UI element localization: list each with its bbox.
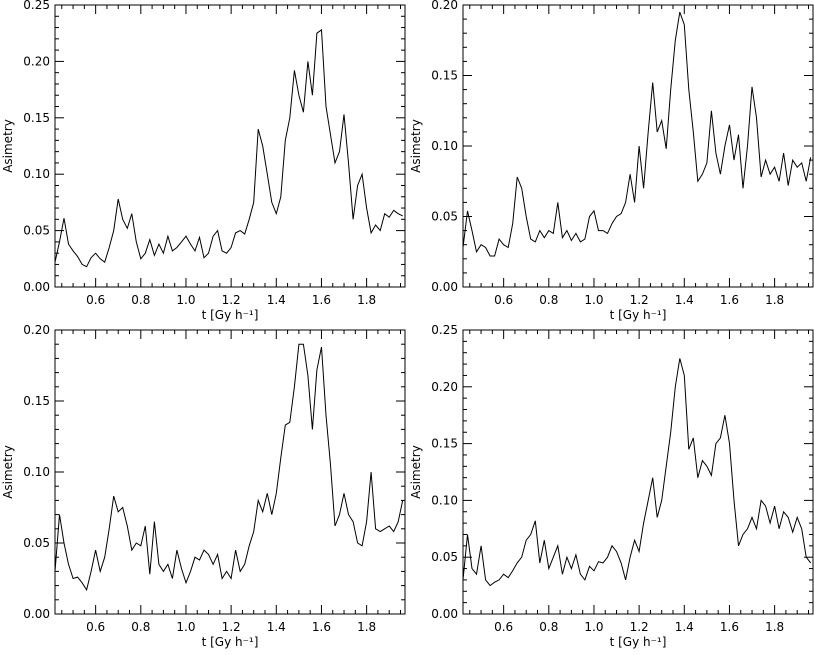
y-tick-label: 0.00 [431, 280, 458, 294]
x-tick-label: 1.4 [267, 620, 286, 634]
x-tick-label: 0.8 [539, 620, 558, 634]
x-tick-label: 0.8 [131, 293, 150, 307]
y-tick-label: 0.15 [23, 111, 50, 125]
x-tick-label: 1.2 [222, 620, 241, 634]
x-axis-label: t [Gy h⁻¹] [202, 308, 259, 322]
series-line-1 [55, 28, 403, 268]
y-axis-label: Asimetry [409, 445, 423, 499]
y-tick-label: 0.25 [431, 323, 458, 337]
series-line-1 [463, 11, 812, 257]
x-tick-label: 1.2 [630, 293, 649, 307]
x-tick-label: 1.2 [222, 293, 241, 307]
x-tick-label: 1.8 [765, 293, 784, 307]
y-tick-label: 0.05 [431, 210, 458, 224]
y-tick-label: 0.00 [23, 607, 50, 621]
series-line-1 [463, 358, 812, 587]
plot-frame [54, 4, 406, 288]
x-tick-label: 1.8 [357, 293, 376, 307]
y-tick-label: 0.20 [431, 0, 458, 12]
x-tick-label: 1.0 [584, 620, 603, 634]
x-axis-label: t [Gy h⁻¹] [610, 308, 667, 322]
x-tick-label: 1.0 [584, 293, 603, 307]
chart-panel-4: 0.6 0.8 1.0 1.2 1.4 1.6 1.8 0.00 0.05 0.10 0.15 0.2… [409, 323, 814, 649]
y-axis-label: Asimetry [1, 445, 15, 499]
x-tick-label: 0.8 [131, 620, 150, 634]
y-tick-label: 0.10 [23, 167, 50, 181]
x-tick-label: 0.6 [86, 293, 105, 307]
y-tick-label: 0.05 [23, 536, 50, 550]
y-tick-label: 0.05 [431, 550, 458, 564]
y-tick-label: 0.00 [431, 607, 458, 621]
y-tick-label: 0.10 [431, 493, 458, 507]
y-axis-label: Asimetry [409, 119, 423, 173]
x-tick-label: 1.0 [176, 293, 195, 307]
x-axis-label: t [Gy h⁻¹] [610, 635, 667, 649]
y-tick-label: 0.20 [23, 323, 50, 337]
x-tick-label: 1.6 [312, 620, 331, 634]
y-tick-label: 0.15 [431, 69, 458, 83]
x-tick-label: 0.6 [494, 620, 513, 634]
x-tick-label: 1.8 [357, 620, 376, 634]
y-tick-label: 0.00 [23, 280, 50, 294]
x-tick-label: 0.6 [494, 293, 513, 307]
y-axis-label: Asimetry [1, 119, 15, 173]
y-tick-label: 0.20 [23, 54, 50, 68]
x-tick-label: 1.8 [765, 620, 784, 634]
x-axis-label: t [Gy h⁻¹] [202, 635, 259, 649]
x-tick-label: 1.6 [720, 620, 739, 634]
plot-frame [54, 329, 406, 615]
x-tick-label: 1.6 [312, 293, 331, 307]
chart-panel-2: 0.6 0.8 1.0 1.2 1.4 1.6 1.8 0.00 0.05 0.10 0.15 0.2… [409, 0, 814, 322]
chart-panel-3: 0.6 0.8 1.0 1.2 1.4 1.6 1.8 0.00 0.05 0.10 0.15 0.2… [1, 323, 406, 649]
plot-frame [462, 4, 814, 288]
chart-panel-1: 0.6 0.8 1.0 1.2 1.4 1.6 1.8 0.00 0.05 0.10 0.15 0.2… [1, 0, 406, 322]
y-tick-label: 0.15 [23, 394, 50, 408]
y-tick-label: 0.05 [23, 224, 50, 238]
y-tick-label: 0.25 [23, 0, 50, 12]
x-tick-label: 0.8 [539, 293, 558, 307]
x-tick-label: 1.6 [720, 293, 739, 307]
x-tick-label: 1.0 [176, 620, 195, 634]
plot-frame [462, 329, 814, 615]
x-tick-label: 1.4 [267, 293, 286, 307]
y-tick-label: 0.10 [431, 139, 458, 153]
y-tick-label: 0.20 [431, 380, 458, 394]
x-tick-label: 1.4 [675, 293, 694, 307]
x-tick-label: 1.2 [630, 620, 649, 634]
y-tick-label: 0.10 [23, 465, 50, 479]
y-tick-label: 0.15 [431, 437, 458, 451]
series-line-1 [55, 343, 404, 592]
x-tick-label: 0.6 [86, 620, 105, 634]
x-tick-label: 1.4 [675, 620, 694, 634]
